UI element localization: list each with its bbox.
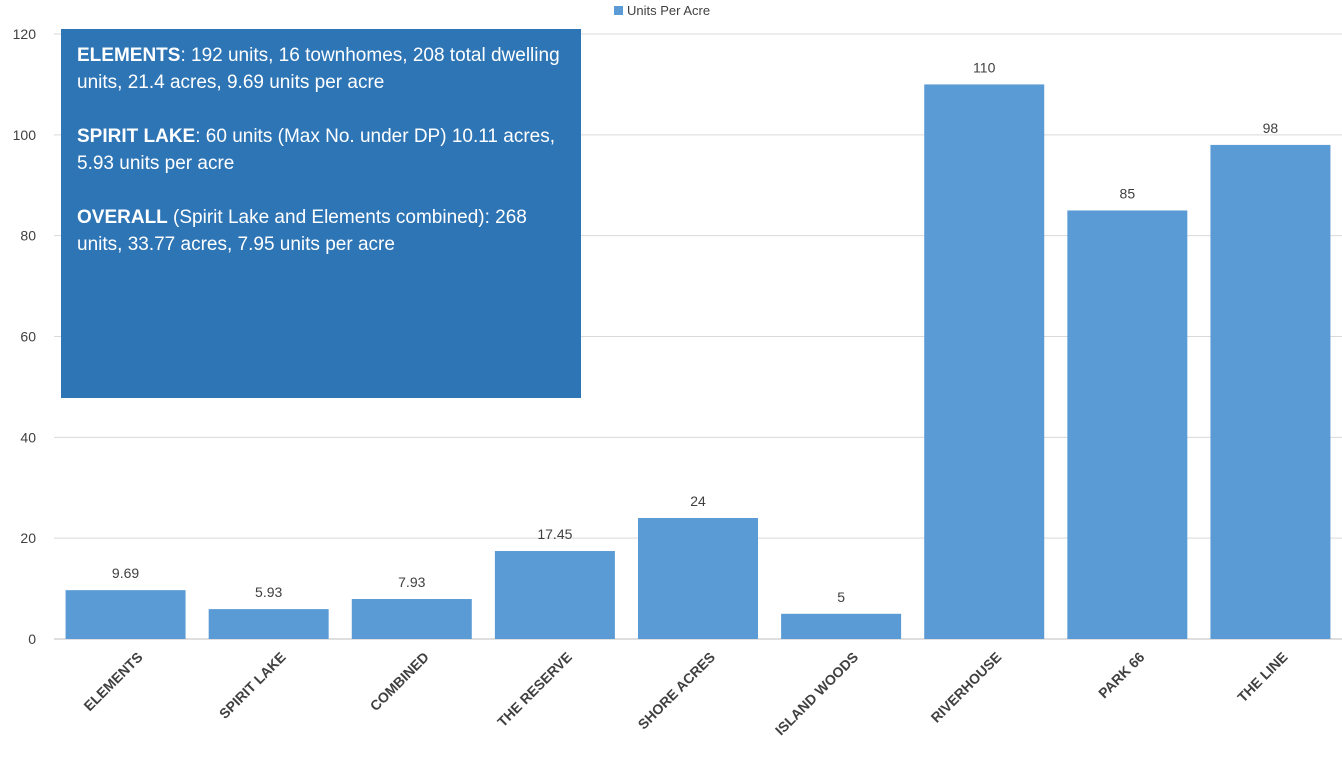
textbox-text-overall: (Spirit Lake and Elements combined): 268…: [77, 207, 527, 255]
bar: [781, 613, 902, 639]
textbox-paragraph-elements: ELEMENTS: 192 units, 16 townhomes, 208 t…: [77, 42, 565, 96]
x-category-label: ELEMENTS: [80, 649, 145, 714]
data-label: 5.93: [255, 584, 282, 600]
data-label: 7.93: [398, 574, 425, 590]
bar: [1210, 144, 1331, 639]
bar: [494, 551, 615, 639]
y-tick-label: 60: [20, 329, 36, 345]
x-category-label: PARK 66: [1095, 649, 1148, 702]
y-tick-label: 100: [13, 127, 37, 143]
x-axis-categories: ELEMENTS SPIRIT LAKE COMBINED THE RESERVE SH…: [80, 649, 1290, 739]
data-label: 9.69: [112, 565, 139, 581]
x-category-label: ISLAND WOODS: [772, 649, 861, 738]
textbox-text-spirit-lake: : 60 units (Max No. under DP) 10.11 acre…: [77, 126, 555, 174]
data-labels: 9.69 5.93 7.93 17.45 24 5 110 85 98: [112, 59, 1279, 604]
y-tick-label: 0: [28, 631, 36, 647]
textbox-paragraph-overall: OVERALL (Spirit Lake and Elements combin…: [77, 204, 565, 258]
legend-swatch: [614, 6, 623, 15]
bar: [65, 590, 186, 639]
bar: [1067, 210, 1188, 640]
x-category-label: THE RESERVE: [494, 649, 575, 730]
y-tick-label: 120: [13, 26, 37, 42]
y-axis-ticks: 0 20 40 60 80 100 120: [13, 26, 37, 647]
data-label: 85: [1120, 185, 1136, 201]
textbox-paragraph-spirit-lake: SPIRIT LAKE: 60 units (Max No. under DP)…: [77, 123, 565, 177]
legend-label: Units Per Acre: [627, 3, 711, 18]
x-category-label: RIVERHOUSE: [928, 649, 1005, 726]
textbox-bold-elements: ELEMENTS: [77, 45, 181, 66]
textbox-text-elements: : 192 units, 16 townhomes, 208 total dwe…: [77, 45, 560, 93]
legend: Units Per Acre: [614, 3, 710, 18]
bar: [638, 518, 758, 639]
x-category-label: SPIRIT LAKE: [216, 649, 289, 722]
data-label: 24: [690, 493, 706, 509]
data-label: 98: [1263, 120, 1279, 136]
x-category-label: COMBINED: [367, 649, 432, 714]
data-label: 5: [837, 589, 845, 605]
y-tick-label: 80: [20, 228, 36, 244]
x-category-label: SHORE ACRES: [635, 649, 719, 733]
bar: [924, 84, 1045, 639]
y-tick-label: 40: [20, 429, 36, 445]
info-textbox: ELEMENTS: 192 units, 16 townhomes, 208 t…: [61, 29, 581, 398]
bars: [65, 84, 1331, 640]
x-category-label: THE LINE: [1234, 649, 1290, 705]
textbox-bold-overall: OVERALL: [77, 207, 168, 228]
data-label: 17.45: [537, 526, 572, 542]
bar: [208, 609, 329, 639]
data-label: 110: [973, 59, 996, 75]
y-tick-label: 20: [20, 530, 36, 546]
bar: [351, 599, 472, 639]
textbox-bold-spirit-lake: SPIRIT LAKE: [77, 126, 196, 147]
